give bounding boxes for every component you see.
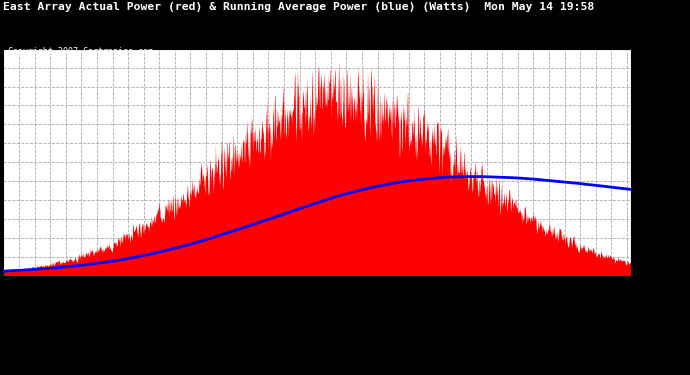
Text: Copyright 2007 Cartronics.com: Copyright 2007 Cartronics.com <box>8 47 153 56</box>
Text: East Array Actual Power (red) & Running Average Power (blue) (Watts)  Mon May 14: East Array Actual Power (red) & Running … <box>3 2 595 12</box>
